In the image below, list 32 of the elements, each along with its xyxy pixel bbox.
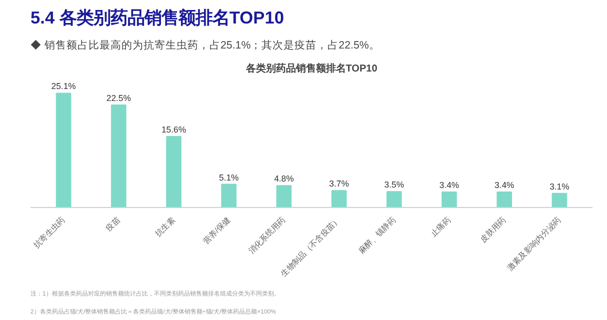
x-tick-label: 止痛药 bbox=[429, 215, 452, 239]
x-tick-label: 消化系统用药 bbox=[246, 215, 288, 256]
x-tick-label: 麻醉、镇静药 bbox=[357, 215, 398, 256]
data-label: 3.5% bbox=[384, 180, 404, 190]
x-tick-label: 激素及影响内分泌药 bbox=[505, 215, 563, 273]
chart-title: 5.4 各类别药品销售额排名TOP10 bbox=[30, 8, 284, 28]
bar bbox=[496, 192, 512, 208]
bar bbox=[221, 184, 237, 208]
x-axis-title: 各类别药品销售额排名TOP10 bbox=[244, 62, 378, 74]
bar bbox=[166, 136, 182, 208]
x-tick-label: 抗生素 bbox=[154, 215, 177, 239]
bar bbox=[56, 92, 72, 208]
data-label: 5.1% bbox=[218, 172, 240, 182]
x-tick-label: 疫苗 bbox=[104, 215, 122, 233]
data-label: 3.4% bbox=[494, 180, 515, 190]
x-tick-label: 抗寄生虫药 bbox=[32, 215, 67, 250]
x-tick-label: 营养/保健 bbox=[201, 215, 232, 246]
bar bbox=[552, 192, 568, 208]
data-label: 22.5% bbox=[106, 93, 132, 104]
bar bbox=[386, 191, 402, 208]
bar bbox=[331, 190, 347, 208]
bar bbox=[276, 185, 292, 208]
data-label: 25.1% bbox=[51, 81, 76, 92]
bar bbox=[442, 192, 457, 208]
data-label: 3.7% bbox=[329, 178, 350, 189]
data-label: 4.8% bbox=[274, 174, 294, 184]
bar bbox=[110, 104, 126, 208]
chart-subtitle: ◆ 销售额占比最高的为抗寄生虫药，占25.1%；其次是疫苗，占22.5%。 bbox=[30, 38, 380, 52]
data-label: 15.6% bbox=[161, 124, 186, 134]
data-label: 3.1% bbox=[550, 181, 570, 192]
data-label: 3.4% bbox=[439, 180, 460, 190]
x-tick-label: 皮肤用药 bbox=[478, 215, 508, 244]
